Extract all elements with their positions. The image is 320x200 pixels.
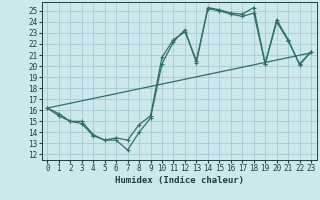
X-axis label: Humidex (Indice chaleur): Humidex (Indice chaleur) (115, 176, 244, 185)
